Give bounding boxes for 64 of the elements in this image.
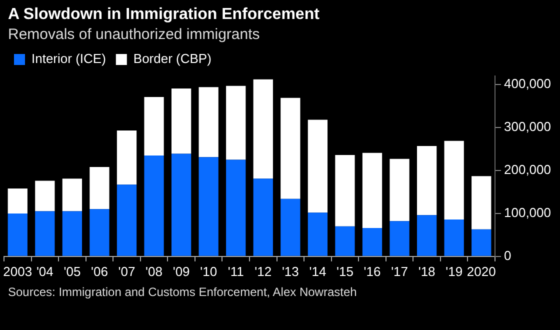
bar [444,219,464,256]
bar [90,209,110,256]
bar [35,211,55,256]
bar [8,188,28,214]
y-tick-label: 400,000 [504,76,552,92]
x-tick-label: '15 [336,264,354,279]
bar [280,198,300,256]
legend-label: Border (CBP) [133,51,212,66]
bar [226,160,246,256]
x-tick-label: '04 [36,264,54,279]
x-tick-label: '05 [64,264,81,279]
source-note: Sources: Immigration and Customs Enforcement, Alex Nowrasteh [7,284,358,301]
bar [116,184,137,256]
bar [116,130,137,185]
bar [253,178,273,256]
bar [35,180,55,212]
x-tick-label: '11 [228,264,244,279]
bar [362,152,382,228]
x-tick-label: '10 [200,264,218,279]
chart-subtitle: Removals of unauthorized immigrants [7,25,261,43]
bar [416,146,437,216]
y-tick-label: 100,000 [504,205,552,220]
bar [362,228,382,256]
bar [253,79,273,179]
bar [171,88,192,154]
bar [308,120,328,213]
x-tick-label: '13 [282,264,299,279]
bar [62,211,82,256]
bar [390,158,410,222]
legend-label: Interior (ICE) [32,51,106,66]
x-tick-label: '08 [146,264,163,279]
x-tick-label: '16 [364,264,381,279]
x-tick-label: 2003 [3,264,32,279]
x-tick-label: '07 [118,264,136,279]
bar [171,154,192,256]
bar [62,178,82,212]
bar [226,86,246,160]
bar [144,155,164,256]
x-tick-label: '18 [418,264,436,279]
y-tick-label: 0 [504,248,512,263]
x-tick-label: '17 [391,264,408,279]
bar [335,226,355,256]
bar [144,97,164,156]
bar [8,213,28,256]
x-tick-label: '09 [172,264,190,279]
bar [390,221,410,256]
bar [472,229,492,256]
x-tick-label: 2020 [466,264,496,279]
bar [198,87,218,158]
bar [198,157,218,256]
bar [90,167,110,210]
bar [335,155,355,226]
x-tick-label: '12 [254,264,272,279]
bar [280,98,300,199]
x-tick-label: '06 [90,264,108,279]
bar [444,140,464,220]
x-tick-label: '19 [446,264,463,279]
y-tick-label: 200,000 [504,162,552,178]
bar [308,212,328,256]
chart-title: A Slowdown in Immigration Enforcement [7,5,320,24]
y-tick-label: 300,000 [504,119,552,134]
x-tick-label: '14 [309,264,326,279]
bar [416,215,437,256]
bar [472,176,492,230]
